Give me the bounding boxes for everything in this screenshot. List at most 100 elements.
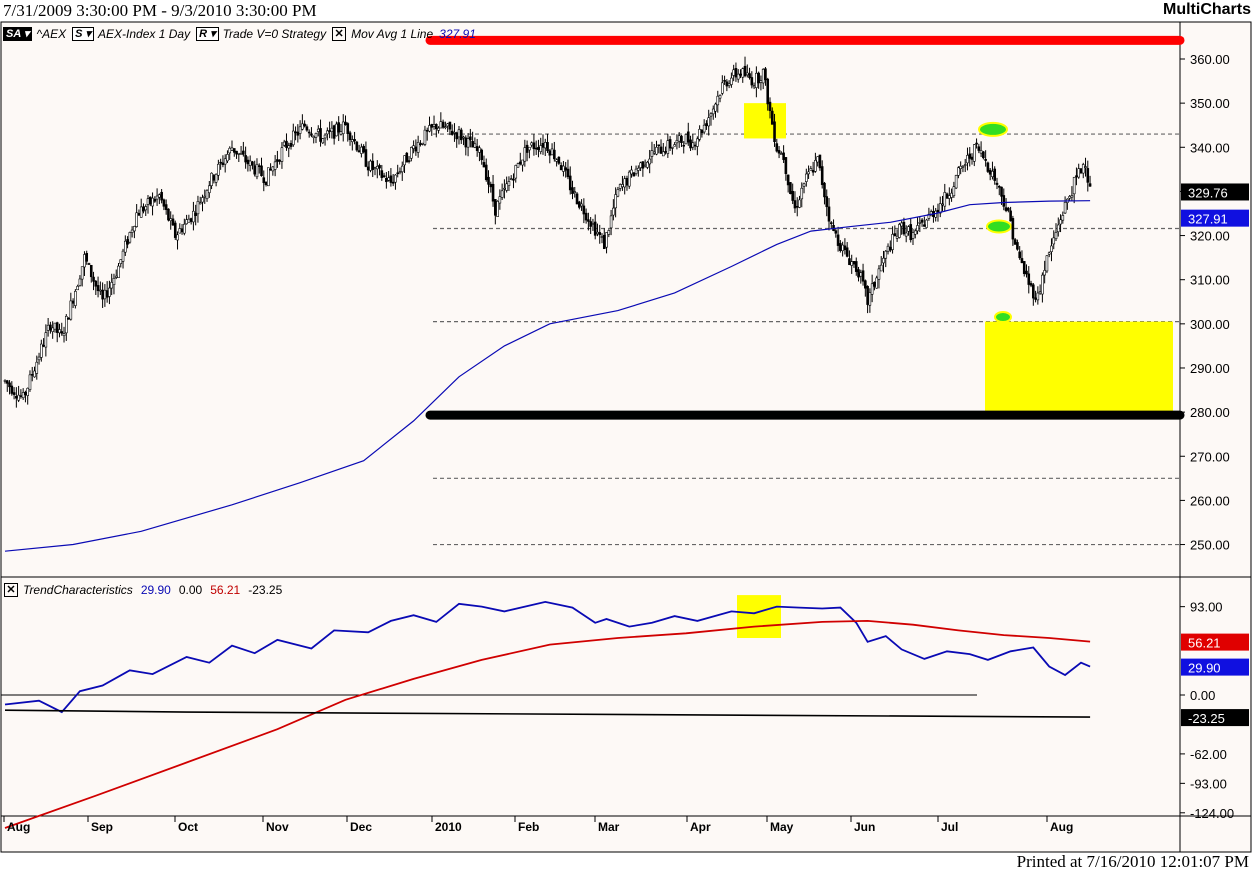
candle-body bbox=[484, 164, 488, 181]
candle-body bbox=[5, 380, 9, 384]
s-dropdown[interactable]: S ▾ bbox=[72, 27, 95, 41]
candle-body bbox=[941, 203, 944, 206]
candle-body bbox=[280, 147, 284, 162]
candle-body bbox=[375, 166, 379, 170]
candle bbox=[584, 208, 588, 224]
candle-body bbox=[988, 169, 992, 175]
candle bbox=[879, 256, 883, 272]
candle bbox=[898, 222, 901, 239]
candle-body bbox=[198, 202, 202, 205]
candle bbox=[341, 114, 345, 142]
candle-body bbox=[24, 391, 27, 396]
candle-body bbox=[414, 146, 418, 152]
candle-body bbox=[1036, 292, 1040, 301]
candle-body bbox=[328, 130, 331, 132]
candle bbox=[196, 195, 200, 223]
candle-body bbox=[532, 142, 536, 150]
candle bbox=[546, 133, 549, 153]
candle bbox=[743, 56, 747, 78]
candle bbox=[428, 116, 431, 133]
candle-body bbox=[923, 224, 926, 227]
candle-body bbox=[421, 142, 424, 145]
candle bbox=[217, 159, 220, 181]
price-tick-label: 250.00 bbox=[1190, 538, 1230, 553]
candle-body bbox=[26, 387, 30, 396]
candle bbox=[298, 120, 302, 140]
candle bbox=[205, 189, 209, 202]
close-study-icon[interactable]: ✕ bbox=[332, 27, 347, 41]
candle bbox=[627, 170, 631, 189]
candle-body bbox=[673, 144, 676, 147]
candle-body bbox=[269, 168, 272, 171]
candle bbox=[434, 123, 438, 138]
candle bbox=[92, 271, 95, 291]
indicator-panel bbox=[1, 595, 1091, 829]
candle-body bbox=[244, 155, 247, 163]
candle bbox=[902, 217, 906, 236]
candle bbox=[391, 174, 395, 187]
candle-body bbox=[303, 123, 306, 127]
candle bbox=[709, 112, 713, 126]
indicator-value-tag-label: -23.25 bbox=[1188, 711, 1225, 726]
candle bbox=[130, 226, 134, 238]
candle-body bbox=[773, 121, 776, 143]
candle-body bbox=[217, 163, 220, 176]
candle-body bbox=[371, 160, 375, 170]
candle-body bbox=[369, 160, 372, 171]
candle bbox=[505, 176, 508, 193]
candle bbox=[301, 114, 304, 131]
candle-body bbox=[954, 175, 958, 189]
candle-body bbox=[201, 197, 204, 203]
ma-value: 327.91 bbox=[439, 27, 476, 41]
candle-body bbox=[121, 250, 125, 262]
candle-body bbox=[282, 141, 286, 146]
candle-body bbox=[961, 165, 965, 168]
candle-body bbox=[255, 163, 259, 178]
candle bbox=[1009, 206, 1012, 222]
candle-body bbox=[139, 206, 143, 218]
candle-body bbox=[557, 156, 561, 164]
candle-body bbox=[253, 165, 256, 175]
candle-body bbox=[160, 191, 163, 201]
candle-body bbox=[780, 153, 783, 155]
candle bbox=[133, 225, 136, 239]
candle bbox=[875, 275, 878, 289]
candle bbox=[423, 125, 427, 147]
candle bbox=[44, 324, 48, 357]
candle bbox=[378, 163, 381, 176]
sa-dropdown[interactable]: SA ▾ bbox=[3, 27, 33, 41]
candle bbox=[607, 229, 611, 238]
candle bbox=[362, 144, 365, 154]
candle bbox=[160, 189, 163, 204]
last-price-value: 329.76 bbox=[1188, 185, 1228, 200]
candle-body bbox=[1038, 291, 1042, 294]
candle-body bbox=[117, 265, 120, 278]
candle-body bbox=[661, 151, 665, 157]
candle bbox=[164, 199, 168, 215]
candle bbox=[74, 289, 77, 309]
candle-body bbox=[541, 143, 545, 148]
candle-body bbox=[598, 232, 602, 236]
r-dropdown[interactable]: R ▾ bbox=[196, 27, 219, 41]
candle-body bbox=[40, 343, 43, 358]
candle bbox=[285, 133, 288, 151]
indicator-tick-label: 93.00 bbox=[1190, 600, 1223, 615]
candle-body bbox=[173, 222, 177, 238]
candle bbox=[8, 380, 11, 395]
candle-body bbox=[144, 206, 148, 211]
candle bbox=[766, 77, 770, 111]
candle-body bbox=[1034, 297, 1037, 300]
candle-body bbox=[153, 199, 157, 202]
price-tick-label: 360.00 bbox=[1190, 52, 1230, 67]
candle-body bbox=[382, 175, 386, 177]
candle bbox=[1029, 280, 1033, 288]
candle bbox=[616, 186, 620, 198]
candle-body bbox=[1011, 218, 1015, 240]
candle-body bbox=[725, 81, 729, 87]
candle-body bbox=[818, 154, 822, 169]
close-indicator-icon[interactable]: ✕ bbox=[4, 583, 18, 597]
candle-body bbox=[770, 110, 774, 125]
candle-body bbox=[568, 175, 572, 191]
price-panel bbox=[3, 35, 1185, 552]
